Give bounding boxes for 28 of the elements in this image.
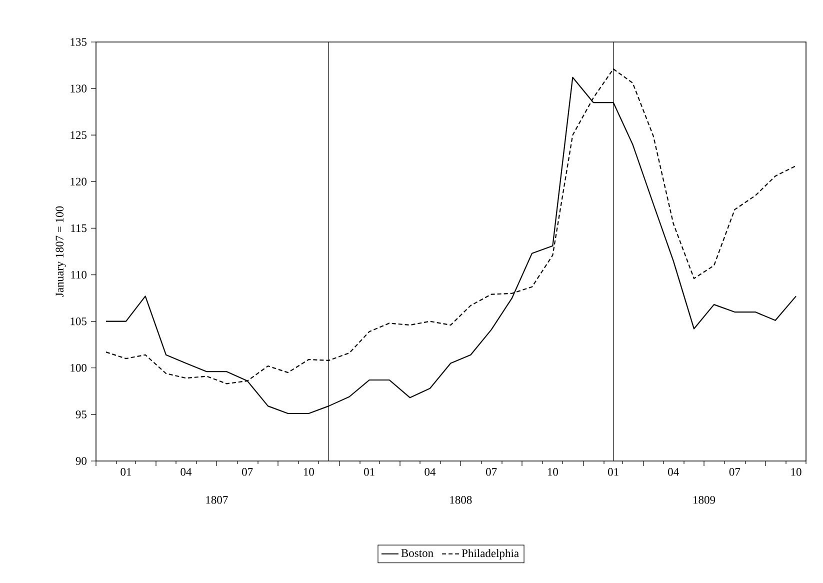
y-tick-label: 115 [71,224,87,232]
y-tick-label: 125 [70,131,87,139]
x-tick-label: 07 [242,468,253,476]
legend-label: Philadelphia [462,549,519,560]
y-tick-label: 120 [70,178,87,186]
y-tick-label: 90 [76,457,87,465]
y-tick-label: 100 [70,364,87,372]
text: 1808 [450,496,472,504]
x-tick-label: 10 [304,468,314,476]
x-tick-label: 07 [729,468,740,476]
x-tick-label: 01 [120,468,132,476]
x-tick-label: 04 [668,468,679,476]
x-tick-label: 04 [424,468,436,476]
text: 1809 [694,496,716,504]
y-tick-label: 110 [71,270,87,279]
text: 1807 [206,496,228,504]
legend-label: Boston [401,549,434,557]
x-tick-label: 07 [486,468,497,476]
x-tick-label: 01 [608,468,618,476]
y-tick-label: 130 [70,84,87,92]
x-tick-label: 10 [548,468,558,476]
x-tick-label: 04 [180,468,192,476]
y-axis-title: January 1807 = 100 [56,206,66,297]
y-tick-label: 105 [70,317,87,326]
y-tick-label: 135 [70,38,87,46]
y-tick-label: 95 [76,410,87,418]
x-tick-label: 10 [791,468,802,476]
x-tick-label: 01 [364,468,374,476]
